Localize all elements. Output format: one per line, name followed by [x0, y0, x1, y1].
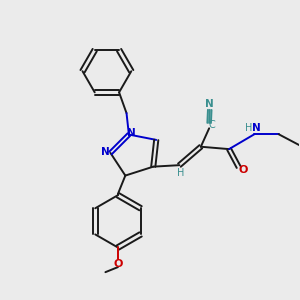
Text: C: C	[209, 120, 215, 130]
Text: N: N	[101, 147, 110, 157]
Text: O: O	[113, 259, 123, 269]
Text: N: N	[127, 128, 136, 138]
Text: H: H	[245, 123, 253, 133]
Text: N: N	[252, 123, 261, 133]
Text: H: H	[177, 169, 184, 178]
Text: O: O	[238, 165, 247, 175]
Text: N: N	[206, 99, 214, 109]
